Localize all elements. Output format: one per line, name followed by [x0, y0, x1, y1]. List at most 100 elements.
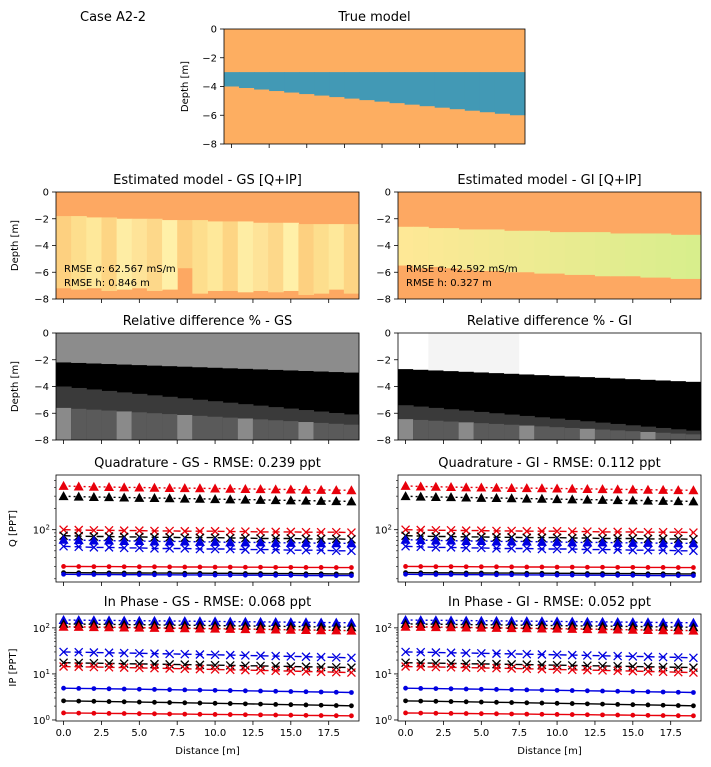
ip-red-triangle-marker	[119, 622, 130, 632]
q-red-triangle-marker	[285, 484, 296, 494]
ip-black-dot-marker	[509, 700, 515, 705]
q-blue-x-marker	[240, 545, 250, 555]
q-black-triangle-marker	[240, 494, 251, 504]
q-blue-x-marker	[552, 544, 562, 554]
ip-blue-x-marker	[256, 651, 265, 661]
ip-red-dot-marker	[76, 710, 82, 716]
axes-frame	[397, 613, 702, 722]
ip-red-x-marker	[150, 663, 159, 673]
q-blue-x-marker	[150, 544, 159, 553]
y-tick-label: −4	[202, 82, 217, 93]
ip-red-dot-marker	[167, 711, 173, 717]
axes-frame	[397, 474, 702, 583]
q-blue-triangle-marker	[430, 535, 441, 545]
conductive-layer-cell	[494, 72, 511, 114]
ip-red-x-marker	[256, 665, 265, 675]
lower-difference-cell	[207, 416, 224, 440]
ip-red-x-marker	[643, 667, 653, 676]
ip-black-dot-marker	[478, 699, 484, 705]
ip-red-x-marker	[331, 667, 341, 677]
ip-red-dot-marker	[645, 712, 651, 718]
y-tick-label: −4	[376, 241, 391, 252]
q-blue-triangle-marker	[612, 537, 623, 547]
y-tick-label: −6	[376, 409, 391, 420]
ip-blue-x-marker	[537, 650, 547, 659]
q-red-x-marker	[119, 526, 129, 536]
q-red-dot-marker	[212, 564, 218, 570]
ip-blue-dot-marker	[403, 685, 408, 691]
ip-black-x-marker	[537, 660, 547, 670]
conductive-layer-cell	[254, 72, 270, 90]
q-red-triangle-marker	[491, 482, 502, 492]
case-label: Case A2-2	[80, 10, 146, 25]
ip-red-x-marker	[461, 663, 471, 673]
lower-difference-cell	[162, 414, 178, 440]
lower-difference-cell	[146, 413, 163, 440]
q-blue-x-marker	[401, 541, 411, 551]
estimated-layer-cell	[71, 216, 87, 290]
ip-black-x-marker	[461, 659, 471, 669]
ip-red-dot-marker	[509, 711, 515, 717]
ip-black-dot-marker	[630, 702, 636, 708]
q-blue-dot-marker	[212, 572, 218, 578]
q-black-triangle-marker	[415, 491, 426, 501]
q-blue-x-marker	[89, 542, 99, 552]
q-red-triangle-marker	[88, 481, 99, 491]
ip-blue-dot-marker	[615, 688, 621, 694]
ip-black-dot-marker	[167, 700, 173, 705]
ip-black-dot-marker	[182, 700, 188, 706]
ip-blue-x-marker	[673, 652, 683, 662]
q-red-x-marker	[165, 526, 175, 536]
q-red-triangle-marker	[567, 483, 578, 493]
estimated-layer-cell	[655, 233, 672, 278]
q-red-dot-marker	[539, 564, 545, 570]
upper-difference-cell	[413, 333, 429, 370]
ip-red-dot-marker	[539, 711, 545, 717]
q-red-dot-marker	[645, 565, 651, 570]
q-red-triangle-marker	[673, 485, 684, 495]
ip-black-x-marker	[522, 660, 532, 670]
ip-red-x-marker	[301, 667, 311, 676]
ip-red-x-marker	[240, 665, 250, 675]
q-blue-dot-marker	[318, 573, 324, 578]
q-red-x-marker	[316, 527, 326, 537]
q-blue-x-marker	[582, 545, 592, 555]
q-blue-x-marker	[613, 545, 623, 555]
ip-black-x-marker	[89, 658, 99, 668]
ip-blue-x-marker	[210, 650, 220, 660]
upper-difference-cell	[268, 333, 284, 370]
panel-title: Estimated model - GS [Q+IP]	[113, 173, 302, 188]
q-black-triangle-marker	[225, 494, 236, 504]
q-blue-dot-marker	[524, 572, 530, 578]
ip-black-dot-line	[405, 700, 694, 707]
y-axis-label: IP [PPT]	[8, 648, 19, 686]
q-blue-x-marker	[628, 545, 638, 555]
x-tick-label: 2.5	[435, 728, 451, 739]
ip-red-dot-marker	[318, 713, 324, 718]
panel-gi-in-phase: In Phase - GI - RMSE: 0.052 ppt 100 101 102…	[375, 595, 702, 757]
upper-difference-cell	[610, 333, 626, 379]
estimated-layer-cell	[428, 228, 444, 267]
estimated-layer-cell	[252, 222, 269, 291]
ip-red-x-marker	[416, 662, 426, 672]
q-blue-x-marker	[210, 544, 220, 554]
lower-difference-cell	[564, 427, 581, 440]
ip-red-triangle-marker	[73, 621, 84, 631]
q-black-triangle-marker	[88, 491, 99, 501]
y-tick-label: −4	[34, 241, 49, 252]
y-tick-label: 101	[375, 668, 392, 681]
ip-black-dot-marker	[121, 699, 127, 705]
ip-red-triangle-marker	[476, 622, 487, 632]
q-black-triangle-marker	[552, 494, 563, 504]
ip-blue-dot-line	[63, 687, 352, 694]
q-black-triangle-marker	[104, 492, 115, 502]
q-red-triangle-marker	[58, 480, 69, 490]
ip-red-x-marker	[673, 667, 683, 677]
ip-red-triangle-marker	[446, 622, 457, 632]
ip-red-x-marker	[165, 664, 175, 673]
q-blue-x-marker	[431, 542, 441, 552]
q-red-triangle-marker	[255, 484, 266, 494]
ip-blue-x-marker	[658, 652, 668, 662]
upper-difference-cell	[222, 333, 239, 369]
ip-blue-triangle-marker	[688, 617, 699, 627]
